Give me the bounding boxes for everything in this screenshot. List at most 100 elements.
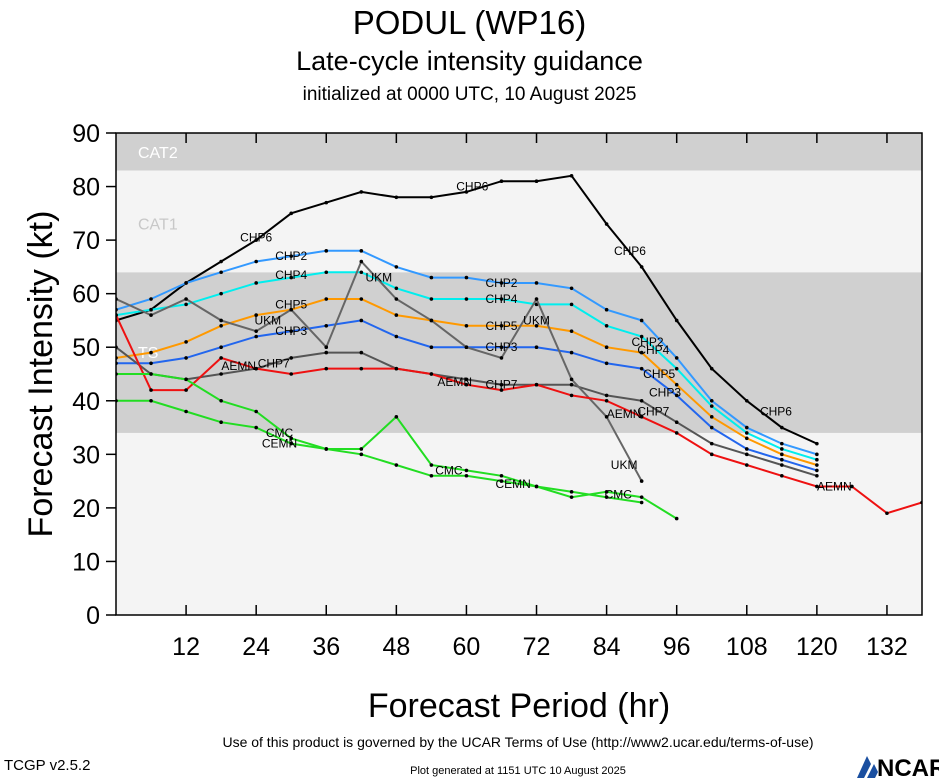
series-label-chp7: CHP7 bbox=[485, 378, 517, 392]
ncar-logo-text: NCAR bbox=[877, 755, 939, 780]
series-line-cemn bbox=[116, 399, 642, 504]
point-cemn bbox=[219, 420, 223, 425]
point-chp3 bbox=[780, 457, 784, 462]
point-chp4 bbox=[394, 286, 399, 291]
point-chp4 bbox=[359, 270, 364, 275]
point-chp5 bbox=[780, 452, 784, 457]
point-cemn bbox=[289, 441, 294, 446]
point-cemn bbox=[639, 500, 644, 505]
point-ukm bbox=[429, 318, 434, 323]
point-cemn bbox=[184, 409, 188, 414]
point-chp7 bbox=[289, 356, 294, 360]
point-chp2 bbox=[324, 249, 329, 253]
point-chp4 bbox=[429, 297, 434, 301]
point-cemn bbox=[499, 479, 504, 483]
point-chp2 bbox=[394, 265, 399, 269]
point-chp7 bbox=[674, 420, 679, 425]
point-chp3 bbox=[639, 366, 644, 371]
series-label-aemn: AEMN bbox=[607, 407, 642, 421]
point-aemn bbox=[604, 398, 609, 403]
point-ukm bbox=[149, 313, 153, 317]
y-tick-label: 90 bbox=[72, 120, 100, 148]
point-chp2 bbox=[780, 441, 784, 446]
series-label-ukm: UKM bbox=[523, 313, 550, 327]
point-chp7 bbox=[639, 398, 644, 403]
point-aemn bbox=[149, 388, 153, 392]
point-chp3 bbox=[604, 361, 609, 366]
point-cemn bbox=[359, 452, 364, 457]
series-label-chp6: CHP6 bbox=[456, 180, 488, 194]
point-chp3 bbox=[534, 345, 539, 350]
point-ukm bbox=[639, 479, 644, 483]
series-label-chp7: CHP7 bbox=[637, 404, 669, 418]
point-chp2 bbox=[709, 398, 714, 403]
point-aemn bbox=[744, 463, 749, 467]
point-chp6 bbox=[359, 190, 364, 194]
series-label-chp7: CHP7 bbox=[258, 356, 290, 370]
series-label-chp4: CHP4 bbox=[485, 292, 517, 306]
point-aemn bbox=[464, 382, 469, 387]
point-aemn bbox=[394, 366, 399, 371]
point-chp3 bbox=[709, 425, 714, 430]
band-ts bbox=[116, 272, 922, 433]
point-chp7 bbox=[219, 372, 223, 376]
series-label-cemn: CEMN bbox=[262, 437, 297, 451]
x-tick-label: 12 bbox=[172, 633, 200, 661]
point-cmc bbox=[219, 398, 223, 403]
point-chp6 bbox=[324, 200, 329, 205]
point-ukm bbox=[359, 259, 364, 264]
point-chp5 bbox=[394, 313, 399, 317]
y-tick-label: 60 bbox=[72, 281, 100, 309]
series-label-chp3: CHP3 bbox=[275, 324, 307, 338]
point-aemn bbox=[569, 393, 574, 398]
plot-frame bbox=[115, 132, 923, 616]
point-cmc bbox=[184, 377, 188, 382]
point-chp2 bbox=[429, 275, 434, 280]
point-cmc bbox=[604, 490, 609, 494]
point-cemn bbox=[464, 473, 469, 478]
y-tick-label: 70 bbox=[72, 227, 100, 255]
point-chp3 bbox=[569, 350, 574, 355]
point-chp2 bbox=[674, 356, 679, 360]
point-aemn bbox=[709, 452, 714, 457]
point-chp7 bbox=[604, 393, 609, 398]
point-chp5 bbox=[464, 324, 469, 328]
point-chp6 bbox=[709, 366, 714, 371]
point-chp5 bbox=[499, 324, 504, 328]
point-chp6 bbox=[674, 318, 679, 323]
point-chp6 bbox=[429, 195, 434, 200]
generated-timestamp: Plot generated at 1151 UTC 10 August 202… bbox=[410, 765, 626, 777]
y-tick-label: 20 bbox=[72, 495, 100, 523]
point-chp2 bbox=[499, 281, 504, 285]
series-label-chp3: CHP3 bbox=[485, 340, 517, 354]
point-ukm bbox=[464, 345, 469, 350]
series-label-chp2: CHP2 bbox=[275, 249, 307, 263]
point-chp6 bbox=[744, 398, 749, 403]
series-label-chp6: CHP6 bbox=[614, 244, 646, 258]
point-chp4 bbox=[639, 334, 644, 339]
x-tick-label: 96 bbox=[663, 633, 691, 661]
point-chp2 bbox=[464, 275, 469, 280]
point-chp6 bbox=[289, 211, 294, 216]
point-chp6 bbox=[499, 179, 504, 183]
point-ukm bbox=[499, 356, 504, 360]
point-chp4 bbox=[464, 297, 469, 301]
point-aemn bbox=[429, 372, 434, 376]
point-chp3 bbox=[674, 393, 679, 398]
point-cemn bbox=[254, 425, 258, 430]
y-tick-label: 30 bbox=[72, 441, 100, 469]
point-chp2 bbox=[149, 297, 153, 301]
series-line-ukm bbox=[116, 259, 643, 482]
point-chp2 bbox=[184, 281, 188, 285]
point-chp7 bbox=[499, 382, 504, 387]
point-aemn bbox=[359, 366, 364, 371]
point-chp6 bbox=[464, 190, 469, 194]
x-tick-label: 60 bbox=[453, 633, 481, 661]
init-time-label: initialized at 0000 UTC, 10 August 2025 bbox=[302, 84, 637, 105]
series-label-chp6: CHP6 bbox=[760, 404, 792, 418]
point-chp5 bbox=[324, 297, 329, 301]
point-chp4 bbox=[780, 447, 784, 451]
point-chp4 bbox=[604, 324, 609, 328]
version-label: TCGP v2.5.2 bbox=[4, 757, 91, 774]
point-chp3 bbox=[184, 356, 188, 360]
